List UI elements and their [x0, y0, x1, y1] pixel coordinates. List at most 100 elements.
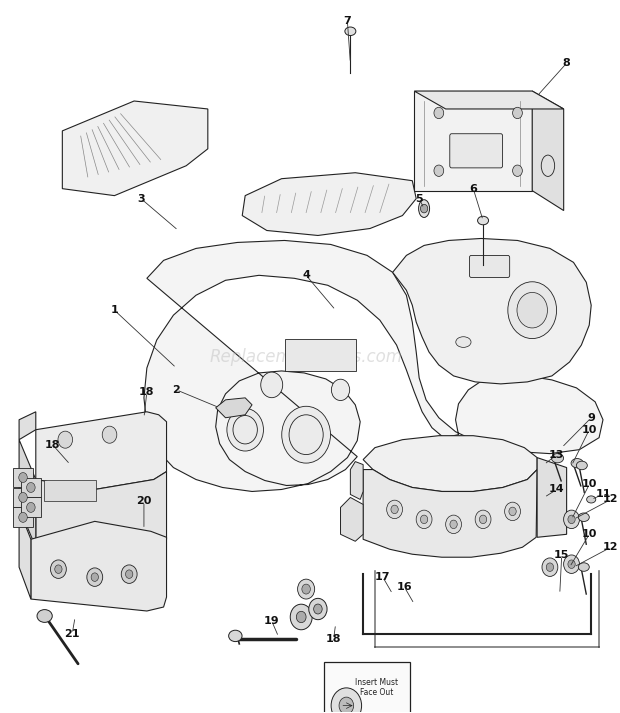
Circle shape	[58, 431, 73, 448]
Circle shape	[19, 493, 27, 503]
Circle shape	[122, 565, 137, 583]
Circle shape	[19, 473, 27, 483]
Text: 19: 19	[264, 616, 280, 626]
Circle shape	[517, 292, 547, 328]
Ellipse shape	[551, 453, 564, 463]
Ellipse shape	[587, 496, 596, 503]
Text: 11: 11	[595, 489, 611, 500]
Polygon shape	[532, 91, 564, 210]
Polygon shape	[392, 238, 591, 384]
Circle shape	[564, 555, 580, 573]
Text: 7: 7	[343, 16, 352, 26]
FancyBboxPatch shape	[45, 481, 95, 501]
Circle shape	[50, 560, 66, 578]
Polygon shape	[36, 412, 167, 490]
Text: 10: 10	[582, 425, 597, 435]
Circle shape	[434, 107, 444, 118]
Polygon shape	[216, 398, 252, 418]
Circle shape	[102, 426, 117, 443]
Circle shape	[546, 563, 554, 571]
Ellipse shape	[456, 337, 471, 347]
Polygon shape	[19, 440, 36, 548]
Circle shape	[434, 165, 444, 176]
Circle shape	[281, 406, 330, 463]
Circle shape	[391, 505, 398, 513]
Circle shape	[91, 573, 99, 581]
Polygon shape	[19, 412, 36, 440]
Ellipse shape	[477, 216, 489, 225]
Circle shape	[227, 409, 264, 451]
Ellipse shape	[578, 563, 589, 571]
Circle shape	[564, 510, 580, 528]
Circle shape	[513, 165, 523, 176]
Text: 6: 6	[469, 184, 477, 194]
Circle shape	[450, 520, 457, 528]
Circle shape	[27, 483, 35, 493]
Text: 16: 16	[397, 582, 412, 592]
FancyBboxPatch shape	[21, 478, 41, 498]
Polygon shape	[340, 498, 363, 541]
Text: ReplacementParts.com: ReplacementParts.com	[210, 347, 402, 366]
Circle shape	[475, 510, 491, 528]
Text: 10: 10	[582, 529, 597, 539]
FancyBboxPatch shape	[13, 488, 33, 508]
Ellipse shape	[578, 513, 589, 521]
FancyBboxPatch shape	[469, 255, 510, 277]
Text: 10: 10	[582, 480, 597, 490]
Text: 15: 15	[554, 550, 569, 560]
Text: 12: 12	[603, 494, 619, 504]
Text: 12: 12	[603, 543, 619, 553]
Polygon shape	[363, 436, 537, 491]
Polygon shape	[19, 509, 31, 599]
Text: 4: 4	[302, 270, 310, 280]
Text: 13: 13	[549, 450, 564, 460]
Circle shape	[290, 604, 312, 630]
Text: Insert Must
Face Out: Insert Must Face Out	[355, 678, 399, 697]
Circle shape	[416, 510, 432, 528]
Circle shape	[387, 500, 402, 518]
Text: 9: 9	[587, 413, 595, 423]
Polygon shape	[144, 240, 603, 491]
Circle shape	[19, 513, 27, 523]
Polygon shape	[242, 173, 416, 235]
Text: 18: 18	[326, 634, 342, 644]
Text: 8: 8	[563, 58, 570, 68]
Circle shape	[508, 282, 557, 339]
Circle shape	[289, 415, 323, 455]
Circle shape	[331, 379, 350, 401]
Circle shape	[309, 598, 327, 620]
Circle shape	[261, 372, 283, 398]
Ellipse shape	[577, 461, 587, 470]
FancyBboxPatch shape	[324, 662, 410, 713]
Polygon shape	[63, 101, 208, 195]
Circle shape	[55, 565, 62, 573]
Circle shape	[446, 515, 461, 533]
Circle shape	[87, 568, 103, 586]
Circle shape	[479, 515, 487, 523]
Circle shape	[420, 515, 428, 523]
Polygon shape	[537, 458, 567, 538]
Circle shape	[331, 688, 361, 713]
Text: 3: 3	[137, 194, 145, 204]
Circle shape	[568, 515, 575, 523]
Circle shape	[505, 502, 520, 520]
Circle shape	[296, 611, 306, 622]
Circle shape	[27, 503, 35, 513]
Text: 18: 18	[45, 440, 60, 450]
Circle shape	[542, 558, 558, 576]
FancyBboxPatch shape	[450, 134, 503, 168]
Polygon shape	[31, 521, 167, 611]
Polygon shape	[36, 471, 167, 558]
FancyBboxPatch shape	[13, 468, 33, 488]
Circle shape	[420, 205, 428, 213]
Text: 21: 21	[64, 629, 80, 639]
Ellipse shape	[37, 610, 52, 622]
Circle shape	[339, 697, 353, 713]
Circle shape	[509, 507, 516, 515]
FancyBboxPatch shape	[21, 498, 41, 518]
Text: 14: 14	[549, 484, 565, 495]
Circle shape	[513, 107, 523, 118]
Circle shape	[233, 416, 257, 444]
Circle shape	[298, 579, 315, 599]
Ellipse shape	[418, 200, 430, 217]
